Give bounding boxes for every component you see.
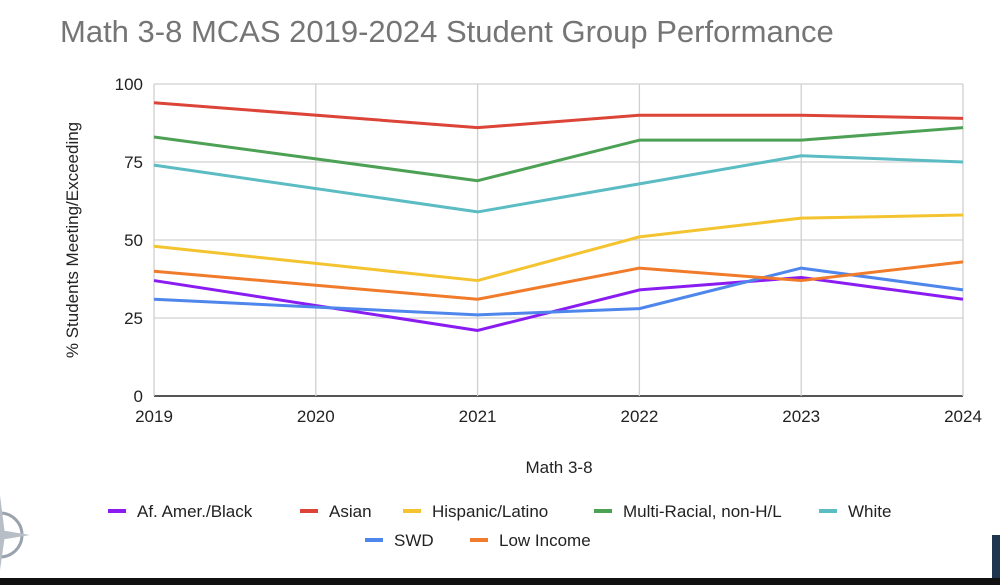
legend-label: Asian [329, 502, 372, 521]
series-line-asian [153, 101, 964, 130]
legend-label: SWD [394, 531, 434, 550]
x-axis-label: Math 3-8 [525, 458, 592, 477]
chart-title: Math 3-8 MCAS 2019-2024 Student Group Pe… [60, 14, 834, 49]
series-line-af-amer-black [153, 275, 964, 332]
legend: Af. Amer./Black Asian Hispanic/Latino Multi… [108, 502, 891, 550]
series-line-low-income [153, 260, 964, 301]
y-axis-label: % Students Meeting/Exceeding [63, 122, 82, 358]
series-line-hispanic-latino [153, 213, 964, 283]
x-tick-label: 2020 [297, 407, 335, 426]
series-lines [153, 101, 964, 332]
compass-logo [0, 495, 30, 570]
y-tick-label: 25 [124, 309, 143, 328]
gridlines [153, 83, 964, 397]
corner-decoration [992, 535, 1000, 578]
tick-labels: 0 25 50 75 100 2019 2020 2021 2022 2023 2024 [115, 75, 982, 426]
x-tick-label: 2021 [459, 407, 497, 426]
legend-label: Multi-Racial, non-H/L [623, 502, 782, 521]
y-tick-label: 0 [134, 387, 143, 406]
series-line-white [153, 154, 964, 214]
y-tick-label: 50 [124, 231, 143, 250]
bottom-bar [0, 578, 1000, 585]
x-tick-label: 2024 [944, 407, 982, 426]
y-tick-label: 100 [115, 75, 143, 94]
legend-label: White [848, 502, 891, 521]
x-tick-label: 2023 [782, 407, 820, 426]
y-tick-label: 75 [124, 153, 143, 172]
legend-label: Af. Amer./Black [137, 502, 253, 521]
series-line-multi-racial-non-h-l [153, 126, 964, 183]
x-tick-label: 2022 [620, 407, 658, 426]
x-tick-label: 2019 [135, 407, 173, 426]
legend-label: Hispanic/Latino [432, 502, 548, 521]
legend-label: Low Income [499, 531, 591, 550]
